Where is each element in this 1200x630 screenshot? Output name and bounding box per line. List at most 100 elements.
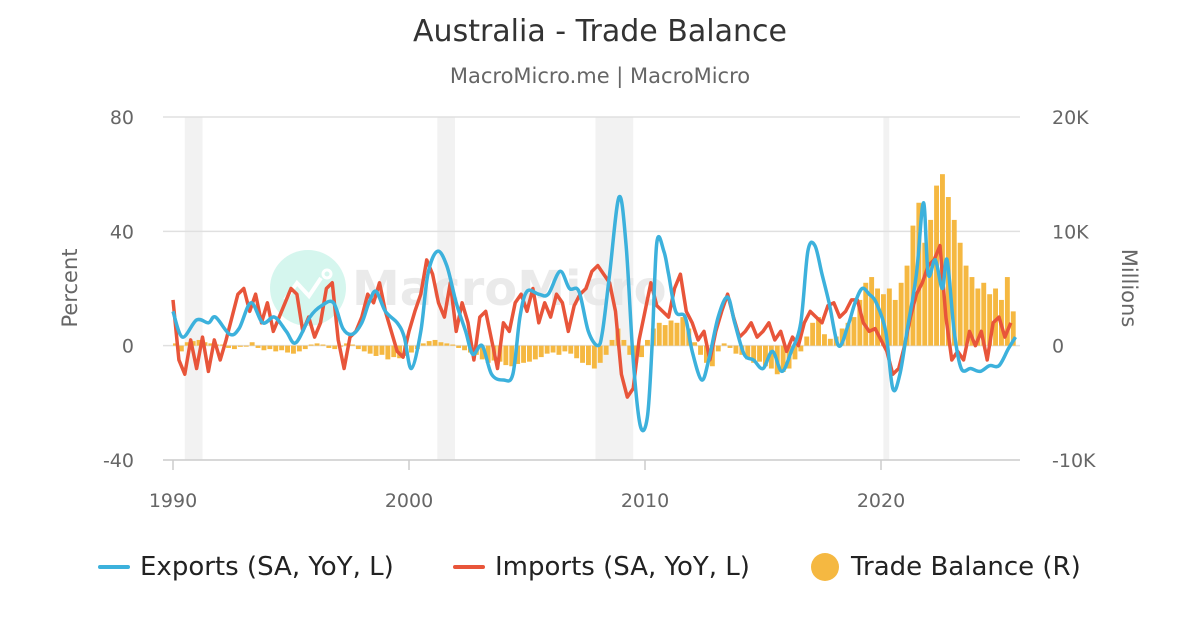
trade-balance-bar	[279, 345, 285, 351]
trade-balance-bar	[869, 277, 875, 346]
x-tick-label: 2000	[385, 490, 433, 512]
legend: Exports (SA, YoY, L) Imports (SA, YoY, L…	[0, 552, 1200, 592]
trade-balance-bar	[668, 320, 674, 346]
trade-balance-bar	[385, 345, 391, 360]
trade-balance-bar	[863, 282, 869, 346]
trade-balance-bar	[456, 345, 462, 348]
left-axis-label: Percent	[58, 248, 82, 327]
right-tick-label: -10K	[1052, 450, 1096, 472]
legend-item-imports[interactable]: Imports (SA, YoY, L)	[453, 552, 750, 582]
trade-balance-bar	[680, 317, 686, 346]
trade-balance-bar	[674, 322, 680, 346]
trade-balance-bar	[232, 345, 237, 350]
trade-balance-bar	[981, 282, 987, 346]
imports-line	[171, 243, 1013, 399]
trade-balance-bar	[692, 342, 698, 346]
trade-balance-bar	[733, 345, 739, 354]
trade-balance-bar	[780, 345, 786, 372]
trade-balance-bar	[568, 345, 574, 354]
legend-item-trade-balance[interactable]: Trade Balance (R)	[811, 552, 1081, 582]
trade-balance-bar	[332, 345, 338, 350]
trade-balance-bar	[892, 299, 898, 346]
right-axis-label: Millions	[1117, 249, 1141, 328]
trade-balance-bar	[580, 345, 585, 363]
legend-line-icon	[98, 565, 130, 569]
trade-balance-bar	[479, 345, 485, 360]
trade-balance-bar	[851, 317, 857, 346]
recession-band	[184, 117, 203, 460]
trade-balance-bar	[987, 294, 993, 346]
trade-balance-bar	[768, 345, 774, 369]
trade-balance-bar	[184, 342, 190, 346]
trade-balance-bar	[450, 344, 456, 346]
trade-balance-bar	[751, 345, 757, 363]
trade-balance-bar	[391, 345, 397, 358]
trade-balance-bar	[875, 288, 880, 346]
trade-balance-bar	[839, 328, 845, 346]
legend-line-icon	[453, 565, 485, 569]
trade-balance-bar	[698, 345, 703, 355]
right-tick-label: 10K	[1052, 221, 1089, 243]
legend-label: Imports (SA, YoY, L)	[495, 552, 750, 582]
trade-balance-bar	[267, 345, 273, 350]
x-tick-label: 1990	[149, 490, 197, 512]
trade-balance-bar	[243, 345, 249, 347]
x-tick-label: 2010	[621, 490, 669, 512]
trade-balance-bar	[645, 339, 650, 346]
trade-balance-bar	[603, 345, 609, 355]
trade-balance-bar	[562, 345, 568, 352]
trade-balance-bar	[969, 277, 975, 346]
trade-balance-bar	[444, 343, 450, 346]
trade-balance-bar	[910, 225, 916, 346]
trade-balance-bar	[285, 345, 290, 353]
trade-balance-bar	[173, 343, 178, 346]
trade-balance-bar	[515, 345, 521, 364]
legend-label: Trade Balance (R)	[851, 552, 1081, 582]
trade-balance-bar	[597, 345, 603, 363]
trade-balance-bar	[704, 345, 709, 363]
trade-balance-bar	[302, 345, 308, 350]
trade-balance-bar	[922, 242, 928, 346]
recession-band	[883, 117, 890, 460]
trade-balance-bar	[757, 345, 762, 362]
trade-balance-bar	[361, 345, 367, 352]
trade-balance-bar	[662, 325, 668, 346]
left-tick-label: 40	[110, 221, 134, 243]
trade-balance-bar	[745, 345, 751, 360]
trade-balance-bar	[255, 345, 261, 348]
trade-balance-bar	[574, 345, 580, 359]
legend-label: Exports (SA, YoY, L)	[140, 552, 394, 582]
trade-balance-bar	[350, 344, 355, 346]
trade-balance-bar	[827, 338, 833, 346]
trade-balance-bar	[798, 345, 804, 352]
watermark-dot-icon	[321, 268, 333, 280]
trade-balance-bar	[273, 345, 279, 352]
right-tick-label: 20K	[1052, 107, 1089, 129]
trade-balance-bar	[816, 317, 821, 346]
left-tick-label: 80	[110, 107, 134, 129]
trade-balance-bar	[178, 345, 184, 352]
trade-balance-bar	[291, 345, 296, 354]
trade-balance-bar	[975, 288, 981, 346]
trade-balance-bar	[845, 322, 851, 346]
legend-item-exports[interactable]: Exports (SA, YoY, L)	[98, 552, 394, 582]
trade-balance-bar	[951, 219, 957, 346]
trade-balance-bar	[226, 345, 231, 348]
trade-balance-bar	[426, 341, 432, 346]
trade-balance-bar	[521, 345, 526, 363]
trade-balance-bar	[1010, 311, 1016, 346]
trade-balance-bar	[916, 202, 922, 346]
trade-balance-bar	[804, 336, 810, 346]
trade-balance-bar	[792, 345, 798, 360]
trade-balance-bar	[314, 343, 320, 346]
watermark-text: MacroMicro	[352, 261, 667, 317]
trade-balance-bar	[544, 345, 550, 354]
trade-balance-bar	[208, 343, 214, 346]
recession-band	[437, 117, 456, 460]
trade-balance-bar	[527, 345, 532, 362]
trade-balance-bar	[509, 345, 515, 367]
trade-balance-bar	[993, 288, 998, 346]
trade-balance-bar	[963, 265, 969, 346]
trade-balance-bar	[656, 322, 662, 346]
